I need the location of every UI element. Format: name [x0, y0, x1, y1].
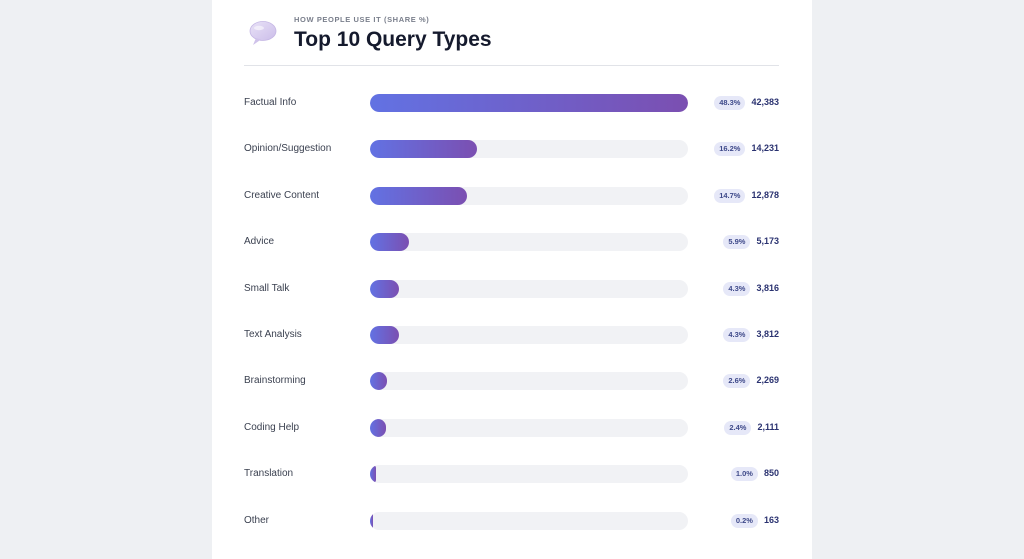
share-badge: 4.3%: [723, 328, 751, 342]
bar: [370, 418, 386, 437]
bar-track: [370, 326, 688, 344]
category-label: Creative Content: [244, 189, 320, 201]
bar-track: [370, 140, 688, 159]
bar-row: Text Analysis 4.3% 3,812: [244, 326, 779, 346]
bar-track: [370, 94, 688, 112]
count-label: 12,878: [751, 189, 779, 200]
count-label: 2,111: [757, 421, 779, 432]
chart-card: HOW PEOPLE USE IT (SHARE %) Top 10 Query…: [212, 0, 812, 559]
category-label: Advice: [244, 236, 275, 248]
share-badge: 14.7%: [714, 188, 746, 203]
count-label: 42,383: [751, 97, 779, 107]
bar-row: Factual Info 48.3% 42,383: [244, 94, 779, 114]
bar-row: Creative Content 14.7% 12,878: [244, 186, 779, 207]
count-label: 3,816: [756, 282, 779, 293]
bar-row: Brainstorming 2.6% 2,269: [244, 372, 779, 392]
chart-title: Top 10 Query Types: [294, 28, 492, 51]
bar: [370, 511, 373, 530]
category-label: Coding Help: [244, 421, 300, 433]
bar: [370, 372, 387, 391]
share-badge: 4.3%: [723, 281, 751, 296]
speech-bubble-icon: [249, 21, 277, 45]
category-label: Opinion/Suggestion: [244, 143, 332, 155]
count-label: 850: [763, 468, 779, 479]
count-label: 5,173: [756, 236, 779, 247]
bar: [370, 94, 688, 112]
bar-row: Coding Help 2.4% 2,111: [244, 418, 779, 439]
bar-track: [370, 233, 688, 252]
bar-track: [370, 418, 688, 437]
bar-chart: Factual Info 48.3% 42,383 Opinion/Suggestio…: [212, 0, 812, 559]
share-badge: 16.2%: [714, 142, 746, 157]
count-label: 2,269: [756, 375, 779, 386]
share-badge: 0.2%: [730, 513, 758, 528]
count-label: 14,231: [751, 143, 779, 154]
bar-track: [370, 465, 688, 484]
category-label: Text Analysis: [244, 329, 302, 340]
bar: [370, 465, 377, 484]
bar: [370, 279, 399, 298]
bar-track: [370, 279, 688, 298]
header-divider: [244, 65, 779, 66]
bar-row: Advice 5.9% 5,173: [244, 233, 779, 253]
bar-row: Translation 1.0% 850: [244, 465, 779, 485]
chart-subtitle: HOW PEOPLE USE IT (SHARE %): [294, 15, 430, 24]
bar-row: Other 0.2% 163: [244, 511, 779, 532]
share-badge: 2.6%: [723, 374, 751, 389]
category-label: Factual Info: [244, 97, 297, 108]
share-badge: 1.0%: [730, 467, 758, 482]
bar: [370, 326, 399, 344]
category-label: Small Talk: [244, 282, 290, 294]
count-label: 3,812: [756, 329, 779, 339]
count-label: 163: [763, 514, 779, 525]
category-label: Other: [244, 514, 270, 526]
share-badge: 5.9%: [723, 235, 751, 250]
category-label: Brainstorming: [244, 375, 306, 387]
bar: [370, 186, 467, 205]
bar: [370, 233, 409, 252]
share-badge: 2.4%: [724, 420, 752, 435]
bar: [370, 140, 477, 159]
share-badge: 48.3%: [714, 96, 746, 110]
bar-track: [370, 372, 688, 391]
bar-row: Small Talk 4.3% 3,816: [244, 279, 779, 300]
bar-row: Opinion/Suggestion 16.2% 14,231: [244, 140, 779, 160]
bar-track: [370, 511, 688, 530]
bar-track: [370, 186, 688, 205]
category-label: Translation: [244, 468, 294, 480]
chart-header: HOW PEOPLE USE IT (SHARE %) Top 10 Query…: [244, 14, 779, 66]
